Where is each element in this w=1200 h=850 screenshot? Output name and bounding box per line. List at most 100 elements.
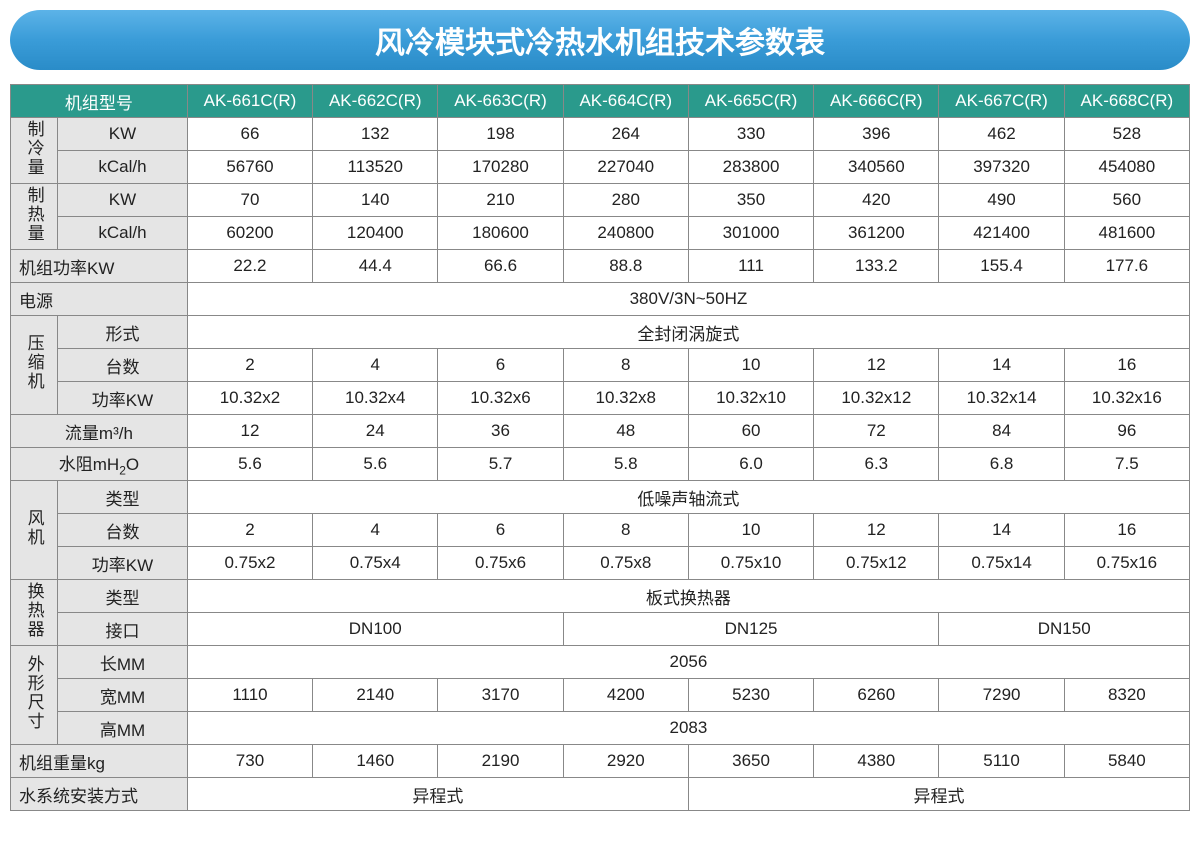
cell: 155.4 xyxy=(939,250,1064,283)
cell: 5.6 xyxy=(313,448,438,481)
unit-power-row: 机组功率KW 22.244.466.688.8111133.2155.4177.… xyxy=(11,250,1190,283)
cell: 2920 xyxy=(563,745,688,778)
compressor-power-row: 功率KW 10.32x210.32x410.32x610.32x810.32x1… xyxy=(11,382,1190,415)
header-col-3: AK-664C(R) xyxy=(563,85,688,118)
cell: 84 xyxy=(939,415,1064,448)
cell: 4 xyxy=(313,349,438,382)
cell: 10 xyxy=(688,349,813,382)
cell: 0.75x4 xyxy=(313,547,438,580)
cell: 0.75x14 xyxy=(939,547,1064,580)
compressor-count-row: 台数 246810121416 xyxy=(11,349,1190,382)
fan-type-value: 低噪声轴流式 xyxy=(187,481,1189,514)
cell: 396 xyxy=(814,118,939,151)
cell: 72 xyxy=(814,415,939,448)
dim-height-row: 高MM 2083 xyxy=(11,712,1190,745)
cell: 132 xyxy=(313,118,438,151)
exchanger-group: 换热器 xyxy=(11,580,58,646)
cell: 10.32x2 xyxy=(187,382,312,415)
exchanger-port-row: 接口 DN100 DN125 DN150 xyxy=(11,613,1190,646)
fan-power-label: 功率KW xyxy=(58,547,188,580)
cell: 12 xyxy=(814,514,939,547)
header-col-4: AK-665C(R) xyxy=(688,85,813,118)
cell: 490 xyxy=(939,184,1064,217)
cell: 120400 xyxy=(313,217,438,250)
cell: 10.32x10 xyxy=(688,382,813,415)
cell: 350 xyxy=(688,184,813,217)
cell: 7290 xyxy=(939,679,1064,712)
install-label: 水系统安装方式 xyxy=(11,778,188,811)
cell: 210 xyxy=(438,184,563,217)
cell: 5840 xyxy=(1064,745,1189,778)
cell: 2140 xyxy=(313,679,438,712)
cell: 170280 xyxy=(438,151,563,184)
cell: 264 xyxy=(563,118,688,151)
cell: 4200 xyxy=(563,679,688,712)
cell: 0.75x10 xyxy=(688,547,813,580)
cooling-kcal-row: kCal/h 567601135201702802270402838003405… xyxy=(11,151,1190,184)
compressor-form-label: 形式 xyxy=(58,316,188,349)
cell: 8 xyxy=(563,514,688,547)
cell: 44.4 xyxy=(313,250,438,283)
cell: 420 xyxy=(814,184,939,217)
compressor-form-value: 全封闭涡旋式 xyxy=(187,316,1189,349)
cell: 14 xyxy=(939,514,1064,547)
cell: 481600 xyxy=(1064,217,1189,250)
cell: 5.7 xyxy=(438,448,563,481)
heating-kw-label: KW xyxy=(58,184,188,217)
power-supply-value: 380V/3N~50HZ xyxy=(187,283,1189,316)
cell: 1460 xyxy=(313,745,438,778)
cell: 1110 xyxy=(187,679,312,712)
cell: 397320 xyxy=(939,151,1064,184)
cell: 60200 xyxy=(187,217,312,250)
dim-group: 外形尺寸 xyxy=(11,646,58,745)
cooling-group: 制冷量 xyxy=(11,118,58,184)
cell: 66 xyxy=(187,118,312,151)
cell: 6.0 xyxy=(688,448,813,481)
heating-group: 制热量 xyxy=(11,184,58,250)
cell: 198 xyxy=(438,118,563,151)
cell: 283800 xyxy=(688,151,813,184)
cell: 2190 xyxy=(438,745,563,778)
cell: 10.32x4 xyxy=(313,382,438,415)
cell: 70 xyxy=(187,184,312,217)
cell: 177.6 xyxy=(1064,250,1189,283)
exchanger-type-row: 换热器 类型 板式换热器 xyxy=(11,580,1190,613)
cell: 12 xyxy=(187,415,312,448)
weight-label: 机组重量kg xyxy=(11,745,188,778)
header-col-1: AK-662C(R) xyxy=(313,85,438,118)
cell: 0.75x12 xyxy=(814,547,939,580)
cell: 454080 xyxy=(1064,151,1189,184)
cell: 560 xyxy=(1064,184,1189,217)
cell: 301000 xyxy=(688,217,813,250)
cell: DN125 xyxy=(563,613,939,646)
resistance-row: 水阻mH2O 5.65.65.75.86.06.36.87.5 xyxy=(11,448,1190,481)
cell: 240800 xyxy=(563,217,688,250)
cell: 340560 xyxy=(814,151,939,184)
cell: 0.75x16 xyxy=(1064,547,1189,580)
weight-row: 机组重量kg 7301460219029203650438051105840 xyxy=(11,745,1190,778)
cell: 10.32x16 xyxy=(1064,382,1189,415)
cell: 48 xyxy=(563,415,688,448)
cell: 12 xyxy=(814,349,939,382)
cell: 730 xyxy=(187,745,312,778)
fan-group: 风机 xyxy=(11,481,58,580)
power-supply-label: 电源 xyxy=(11,283,188,316)
unit-power-label: 机组功率KW xyxy=(11,250,188,283)
cell: 111 xyxy=(688,250,813,283)
dim-width-row: 宽MM 11102140317042005230626072908320 xyxy=(11,679,1190,712)
cell: 6260 xyxy=(814,679,939,712)
flow-row: 流量m³/h 1224364860728496 xyxy=(11,415,1190,448)
cell: 0.75x2 xyxy=(187,547,312,580)
cell: 462 xyxy=(939,118,1064,151)
dim-length-row: 外形尺寸 长MM 2056 xyxy=(11,646,1190,679)
dim-width-label: 宽MM xyxy=(58,679,188,712)
resistance-label: 水阻mH2O xyxy=(11,448,188,481)
cell: 60 xyxy=(688,415,813,448)
header-col-6: AK-667C(R) xyxy=(939,85,1064,118)
cell: 16 xyxy=(1064,349,1189,382)
cell: 4380 xyxy=(814,745,939,778)
cell: 22.2 xyxy=(187,250,312,283)
cell: 2 xyxy=(187,349,312,382)
cooling-kcal-label: kCal/h xyxy=(58,151,188,184)
cell: 3170 xyxy=(438,679,563,712)
